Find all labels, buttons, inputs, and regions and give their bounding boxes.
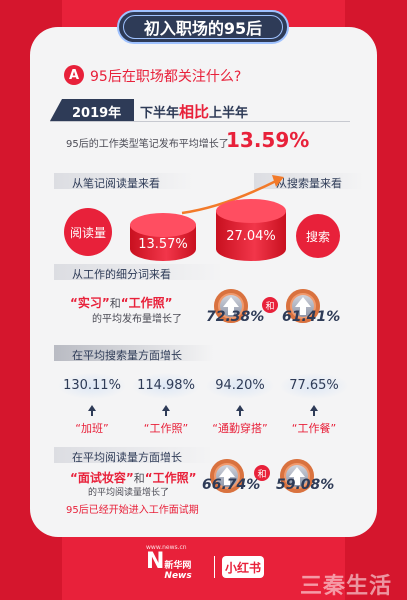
- compare-bold: 相比: [179, 103, 210, 121]
- and-circle-2: 和: [254, 465, 270, 481]
- reading-footnote: 95后已经开始进入工作面试期: [66, 505, 199, 516]
- subterm-v1: 72.38%: [206, 309, 265, 325]
- glow-2: [132, 373, 200, 399]
- search-value-1: 130.11%: [63, 378, 121, 393]
- subterm-q1: “实习”: [70, 296, 110, 310]
- content-card: A 95后在职场都关注什么? 2019年 下半年相比上半年 95后的工作类型笔记…: [30, 27, 377, 537]
- search-label-2: “工作照”: [143, 422, 189, 435]
- up-mark-1: [88, 405, 96, 416]
- and-circle-2-text: 和: [257, 469, 267, 480]
- year-ribbon: [50, 99, 134, 121]
- reading-v2: 59.08%: [276, 477, 335, 493]
- reading-growth-header-bar: [54, 447, 214, 463]
- search-label-1: “加班”: [75, 422, 109, 435]
- reading-label: 阅读量: [69, 225, 106, 240]
- reading-header: 从笔记阅读量来看: [72, 177, 160, 190]
- and-circle-1-text: 和: [265, 301, 275, 312]
- subterm-and: 和: [109, 297, 121, 310]
- reading-value: 13.57%: [138, 237, 188, 252]
- search-label-4: “工作餐”: [291, 422, 337, 435]
- reading-desc: 的平均阅读量增长了: [88, 488, 170, 498]
- subterm-terms: “实习”和“工作照”: [70, 294, 173, 311]
- xinhua-logo: www.news.cn N 新华网 News: [146, 544, 210, 584]
- search-cylinder: 27.04%: [216, 199, 286, 261]
- reading-cylinder: 13.57%: [130, 213, 196, 261]
- up-mark-4: [310, 405, 318, 416]
- growth-icon-4: [280, 459, 314, 493]
- search-header: 从搜索量来看: [276, 177, 342, 190]
- and-circle-1: 和: [262, 297, 278, 313]
- up-mark-3: [236, 405, 244, 416]
- search-value-4: 77.65%: [289, 378, 339, 393]
- reading-growth-header: 在平均阅读量方面增长: [72, 451, 182, 464]
- subterm-header-bar: [54, 264, 224, 280]
- search-value-3: 94.20%: [215, 378, 265, 393]
- search-value-2: 114.98%: [137, 378, 195, 393]
- search-value: 27.04%: [226, 229, 276, 244]
- reading-v1: 66.74%: [202, 477, 261, 493]
- xinhua-news: News: [164, 571, 192, 581]
- reading-q2: “工作照”: [144, 471, 197, 485]
- xinhua-n-icon: N: [146, 549, 165, 574]
- search-growth-header-bar: [54, 345, 214, 361]
- badge-letter: A: [68, 67, 80, 83]
- avg-growth-value: 13.59%: [226, 128, 310, 152]
- glow-3: [206, 373, 274, 399]
- xhs-logo: 小红书: [222, 556, 264, 578]
- subterm-header: 从工作的细分词来看: [72, 268, 171, 281]
- logo-divider: [214, 556, 215, 578]
- compare-line: 下半年相比上半年: [140, 101, 248, 122]
- glow-4: [280, 373, 348, 399]
- avg-growth-text: 95后的工作类型笔记发布平均增长了: [66, 139, 229, 150]
- compare-prefix: 下半年: [140, 106, 180, 121]
- search-bubble: 搜索: [296, 214, 340, 258]
- watermark: 三秦生活: [300, 574, 393, 599]
- xinhua-name: 新华网: [164, 561, 192, 571]
- subterm-desc: 的平均发布量增长了: [92, 314, 182, 325]
- search-label: 搜索: [305, 229, 330, 244]
- year-label: 2019年: [72, 106, 122, 121]
- left-header-bar: [54, 173, 194, 189]
- growth-icon-3: [210, 459, 244, 493]
- subterm-q2: “工作照”: [120, 296, 173, 310]
- reading-terms: “面试妆容”和“工作照”: [70, 469, 197, 486]
- reading-bubble: 阅读量: [64, 208, 112, 256]
- xinhua-url: www.news.cn: [146, 544, 187, 551]
- year-underline: [50, 121, 350, 122]
- growth-icon-1: [214, 289, 248, 323]
- reading-and: 和: [133, 472, 145, 485]
- search-label-3: “通勤穿搭”: [212, 422, 268, 435]
- subterm-v2: 61.41%: [282, 309, 341, 325]
- glow-1: [58, 373, 126, 399]
- search-growth-header: 在平均搜索量方面增长: [72, 349, 182, 362]
- section-a-question: 95后在职场都关注什么?: [90, 69, 242, 85]
- reading-q1: “面试妆容”: [70, 471, 134, 485]
- xhs-name: 小红书: [224, 560, 261, 575]
- section-a-badge: A: [64, 65, 84, 85]
- up-mark-2: [162, 405, 170, 416]
- page-title: 初入职场的95后: [143, 19, 263, 38]
- compare-suffix: 上半年: [209, 106, 249, 121]
- page-title-pill: 初入职场的95后: [117, 10, 289, 44]
- growth-icon-2: [286, 289, 320, 323]
